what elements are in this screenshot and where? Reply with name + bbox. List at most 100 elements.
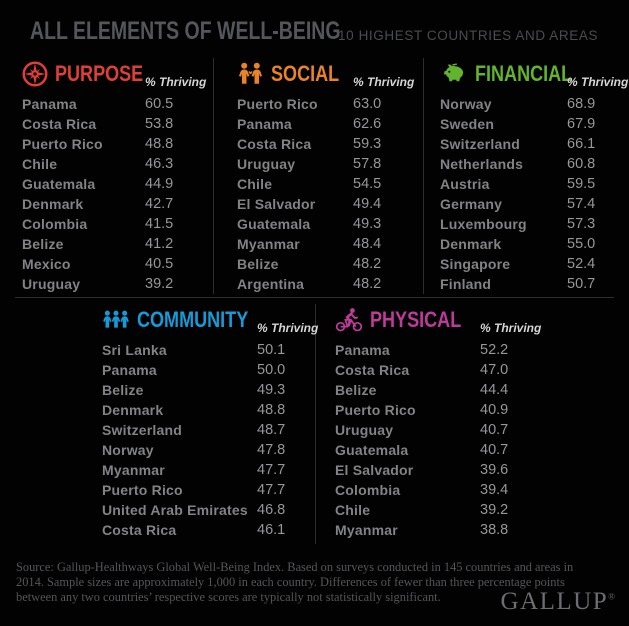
thriving-value: 66.1 [567,136,596,152]
country-label: Uruguay [22,276,81,292]
country-label: Puerto Rico [102,482,183,498]
thriving-column-label: % Thriving [145,75,207,89]
financial-header: FINANCIAL % Thriving [440,58,628,90]
bottom-table-grid: COMMUNITY % Thriving Sri Lanka 50.1 Panama… [15,299,614,544]
table-row: Costa Rica 59.3 [237,134,423,154]
thriving-value: 53.8 [145,116,174,132]
table-row: Panama 50.0 [102,360,315,380]
table-row: Myanmar 47.7 [102,460,315,480]
country-label: Guatemala [22,176,96,192]
country-label: Singapore [440,256,511,272]
table-row: Guatemala 49.3 [237,214,423,234]
physical-country-list: Panama 52.2 Costa Rica 47.0 Belize 44.4 Puerto… [335,340,614,540]
thriving-value: 48.8 [257,402,286,418]
table-row: Singapore 52.4 [440,254,614,274]
country-label: Germany [440,196,503,212]
thriving-column-label: % Thriving [353,75,415,89]
table-row: Denmark 42.7 [22,194,213,214]
country-label: Austria [440,176,490,192]
country-label: Panama [335,342,390,358]
table-row: Uruguay 40.7 [335,420,614,440]
page-subtitle: 10 HIGHEST COUNTRIES AND AREAS [338,28,599,43]
purpose-title: PURPOSE [55,61,144,86]
section-purpose: PURPOSE % Thriving Panama 60.5 Costa Rica 5… [15,58,213,294]
table-row: Netherlands 60.8 [440,154,614,174]
table-row: Myanmar 48.4 [237,234,423,254]
table-row: Uruguay 57.8 [237,154,423,174]
country-label: Sri Lanka [102,342,167,358]
table-row: Puerto Rico 47.7 [102,480,315,500]
thriving-value: 48.2 [353,256,382,272]
country-label: Mexico [22,256,71,272]
table-row: Colombia 41.5 [22,214,213,234]
country-label: El Salvador [237,196,316,212]
table-row: Chile 39.2 [335,500,614,520]
table-row: Norway 47.8 [102,440,315,460]
country-label: United Arab Emirates [102,502,248,518]
thriving-value: 38.8 [480,522,509,538]
table-row: Norway 68.9 [440,94,614,114]
country-label: Puerto Rico [22,136,103,152]
table-row: Denmark 48.8 [102,400,315,420]
purpose-country-list: Panama 60.5 Costa Rica 53.8 Puerto Rico 48.8 C… [22,94,213,294]
country-label: Costa Rica [335,362,410,378]
thriving-value: 39.6 [480,462,509,478]
country-label: Belize [102,382,144,398]
financial-country-list: Norway 68.9 Sweden 67.9 Switzerland 66.1 Nethe… [440,94,614,294]
physical-header: PHYSICAL % Thriving [335,304,614,336]
country-label: Guatemala [237,216,311,232]
country-label: Norway [102,442,154,458]
social-header: SOCIAL % Thriving [237,58,423,90]
country-label: Switzerland [102,422,182,438]
table-row: Switzerland 48.7 [102,420,315,440]
thriving-value: 42.7 [145,196,174,212]
thriving-value: 40.7 [480,422,509,438]
table-row: Puerto Rico 40.9 [335,400,614,420]
table-row: Belize 44.4 [335,380,614,400]
country-label: Argentina [237,276,305,292]
thriving-value: 62.6 [353,116,382,132]
thriving-value: 46.1 [257,522,286,538]
thriving-value: 47.7 [257,482,286,498]
section-financial: FINANCIAL % Thriving Norway 68.9 Sweden 67.… [423,58,628,294]
table-row: United Arab Emirates 46.8 [102,500,315,520]
thriving-value: 49.3 [257,382,286,398]
thriving-value: 39.2 [480,502,509,518]
table-row: Belize 49.3 [102,380,315,400]
thriving-value: 48.4 [353,236,382,252]
thriving-value: 48.7 [257,422,286,438]
country-label: El Salvador [335,462,414,478]
social-country-list: Puerto Rico 63.0 Panama 62.6 Costa Rica 59.3 U… [237,94,423,294]
gallup-logo: GALLUP® [500,588,615,615]
country-label: Denmark [440,236,502,252]
thriving-value: 59.5 [567,176,596,192]
people-group-icon [102,307,130,333]
table-row: Chile 46.3 [22,154,213,174]
thriving-value: 60.5 [145,96,174,112]
country-label: Norway [440,96,492,112]
table-row: El Salvador 39.6 [335,460,614,480]
country-label: Puerto Rico [237,96,318,112]
compass-icon [22,61,48,87]
thriving-value: 39.2 [145,276,174,292]
country-label: Chile [22,156,58,172]
thriving-value: 57.8 [353,156,382,172]
country-label: Myanmar [102,462,165,478]
table-row: Belize 48.2 [237,254,423,274]
page-title: ALL ELEMENTS OF WELL-BEING [30,17,341,45]
table-row: Panama 52.2 [335,340,614,360]
table-row: Sweden 67.9 [440,114,614,134]
country-label: Uruguay [335,422,394,438]
thriving-value: 50.0 [257,362,286,378]
country-label: Belize [237,256,279,272]
thriving-value: 49.3 [353,216,382,232]
table-row: Myanmar 38.8 [335,520,614,540]
table-row: Guatemala 40.7 [335,440,614,460]
table-row: Finland 50.7 [440,274,614,294]
thriving-value: 59.3 [353,136,382,152]
thriving-column-label: % Thriving [257,321,319,335]
people-pair-heart-icon [237,61,264,87]
country-label: Chile [237,176,273,192]
country-label: Panama [102,362,157,378]
country-label: Panama [22,96,77,112]
